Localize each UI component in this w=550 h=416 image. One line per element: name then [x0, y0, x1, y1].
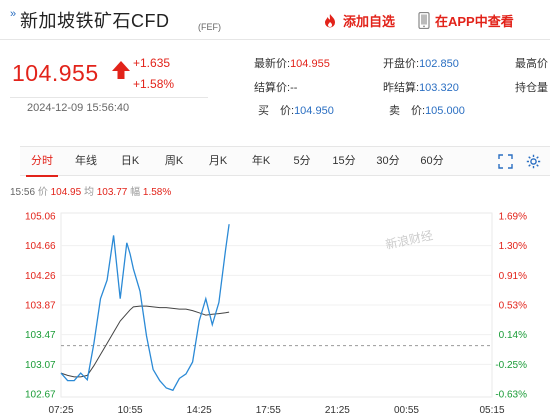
field-label: 最高价 — [515, 58, 548, 70]
tab-intraday[interactable]: 分时 — [22, 147, 62, 177]
tab-daily-k[interactable]: 日K — [120, 155, 140, 167]
field-value: 103.320 — [419, 82, 459, 94]
field-label: 开盘价: — [383, 58, 420, 70]
field-ask: 卖 价:105.000 — [389, 102, 465, 118]
tab-5min[interactable]: 5分 — [293, 155, 311, 167]
price-change-percent: +1.58% — [133, 77, 175, 91]
price-change: +1.635 — [133, 56, 171, 70]
tab-yearline[interactable]: 年线 — [75, 155, 97, 167]
y-tick-label: 104.26 — [25, 271, 56, 282]
field-value: -- — [290, 82, 298, 94]
avg-price-line — [60, 305, 230, 378]
field-position: 持仓量 — [515, 79, 548, 95]
fullscreen-icon[interactable] — [498, 154, 513, 169]
instrument-title: 新加坡铁矿石CFD — [20, 11, 170, 31]
x-tick-label: 14:25 — [187, 405, 212, 416]
info-price-label: 价 — [37, 187, 48, 198]
y-pct-tick-label: 0.14% — [499, 330, 527, 341]
intraday-chart[interactable]: 105.06 1.69% 104.66 1.30% 104.26 0.91% 103.87 0… — [0, 196, 550, 416]
x-tick-label: 10:55 — [118, 405, 143, 416]
y-tick-label: 103.87 — [25, 301, 56, 312]
tab-30min[interactable]: 30分 — [376, 155, 400, 167]
field-label: 最新价: — [254, 58, 291, 70]
price-line — [60, 224, 230, 392]
y-tick-label: 102.67 — [25, 390, 56, 401]
y-tick-label: 104.66 — [25, 241, 56, 252]
chevron-right-icon[interactable]: » — [10, 8, 17, 20]
y-pct-tick-label: 1.69% — [499, 212, 527, 223]
field-prev-settle: 昨结算:103.320 — [383, 79, 459, 95]
y-tick-label: 103.47 — [25, 330, 56, 341]
info-time: 15:56 — [10, 187, 36, 198]
tab-yearly-k[interactable]: 年K — [251, 155, 271, 167]
phone-icon — [418, 12, 430, 29]
tab-weekly-k[interactable]: 周K — [164, 155, 184, 167]
quote-timestamp: 2024-12-09 15:56:40 — [27, 102, 130, 114]
x-tick-label: 05:15 — [479, 405, 504, 416]
info-amp: 1.58% — [142, 187, 172, 198]
chart-info-line: 15:56 价 104.95 均 103.77 幅 1.58% — [10, 183, 171, 198]
field-label: 结算价: — [254, 82, 291, 94]
tab-monthly-k[interactable]: 月K — [208, 155, 228, 167]
field-value: 105.000 — [425, 105, 465, 117]
field-settle: 结算价:-- — [254, 79, 297, 95]
field-label: 昨结算: — [383, 82, 420, 94]
current-price: 104.955 — [12, 60, 99, 86]
add-favorite-button[interactable]: 添加自选 — [322, 11, 395, 30]
x-tick-label: 21:25 — [325, 405, 350, 416]
info-avg: 103.77 — [96, 187, 128, 198]
tab-60min[interactable]: 60分 — [420, 155, 444, 167]
field-value: 104.950 — [294, 105, 334, 117]
x-tick-label: 07:25 — [48, 405, 73, 416]
y-tick-label: 105.06 — [25, 212, 56, 223]
settings-icon[interactable] — [526, 154, 541, 169]
add-favorite-label: 添加自选 — [343, 14, 396, 29]
watermark: 新浪财经 — [384, 227, 434, 252]
y-pct-tick-label: -0.25% — [495, 360, 527, 371]
divider — [10, 97, 208, 98]
chart-period-tabs: 分时 年线 日K 周K 月K 年K 5分 15分 30分 60分 — [20, 146, 550, 177]
page-header: » 新加坡铁矿石CFD (FEF) 添加自选 在APP中查看 — [0, 0, 550, 40]
y-pct-tick-label: 0.53% — [499, 301, 527, 312]
field-value: 102.850 — [419, 58, 459, 70]
y-pct-tick-label: -0.63% — [495, 390, 527, 401]
field-bid: 买 价:104.950 — [258, 102, 334, 118]
y-pct-tick-label: 0.91% — [499, 271, 527, 282]
field-label: 卖 价: — [389, 105, 426, 117]
tab-15min[interactable]: 15分 — [332, 155, 356, 167]
x-tick-label: 17:55 — [256, 405, 281, 416]
y-pct-tick-label: 1.30% — [499, 241, 527, 252]
field-label: 持仓量 — [515, 82, 548, 94]
y-tick-label: 103.07 — [25, 360, 56, 371]
view-in-app-label: 在APP中查看 — [435, 14, 514, 29]
info-amp-label: 幅 — [130, 187, 141, 198]
field-latest: 最新价:104.955 — [254, 55, 330, 71]
info-price: 104.95 — [50, 187, 82, 198]
view-in-app-button[interactable]: 在APP中查看 — [418, 11, 514, 30]
instrument-code: (FEF) — [198, 22, 221, 32]
up-arrow-icon — [112, 61, 130, 79]
x-tick-label: 00:55 — [394, 405, 419, 416]
info-avg-label: 均 — [83, 187, 94, 198]
field-open: 开盘价:102.850 — [383, 55, 459, 71]
field-label: 买 价: — [258, 105, 295, 117]
field-high: 最高价 — [515, 55, 548, 71]
flame-icon — [325, 13, 335, 27]
field-value: 104.955 — [290, 58, 330, 70]
